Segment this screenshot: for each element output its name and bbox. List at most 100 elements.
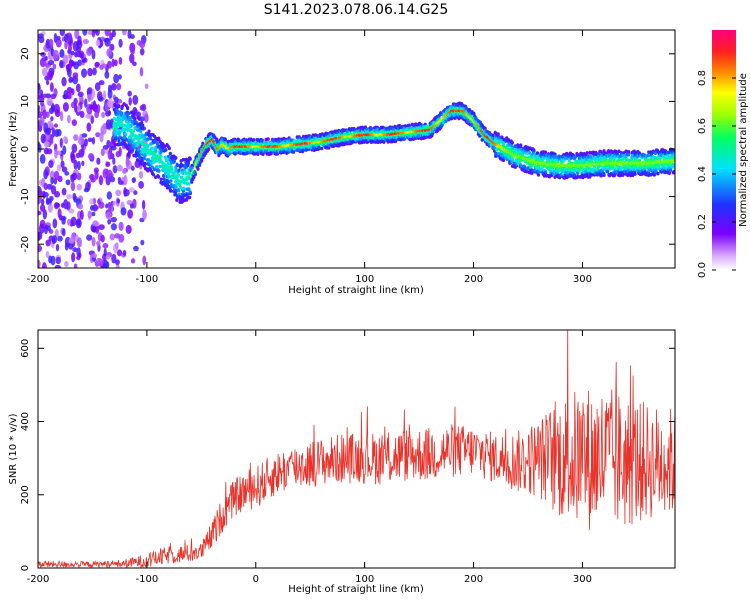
spectrum-cell [415,123,419,127]
noise-cell [38,33,44,39]
noise-cell [91,236,96,247]
spectrum-cell [602,171,606,176]
spectrum-cell [517,160,521,164]
noise-cell [54,109,61,118]
colorbar: 0.00.20.40.60.8 Normalized spectral ampl… [697,30,749,278]
spectrum-cell [617,149,621,154]
noise-cell [68,77,73,84]
spectrum-cell [342,128,346,132]
noise-cell [102,168,109,179]
noise-cell [139,66,144,77]
noise-cell [105,211,112,220]
y-tick-label: 0 [20,146,31,152]
spectrum-cell [606,169,610,174]
noise-cell [92,205,99,211]
noise-cell [83,187,90,193]
noise-cell [62,145,67,155]
spectrum-cell [407,123,411,128]
noise-cell [54,148,58,159]
spectrum-cell [320,146,324,151]
spectrum-cell [613,166,617,171]
spectrum-cell [163,144,167,149]
noise-cell [111,58,115,68]
noise-cell [122,249,127,256]
spectrum-cell [175,163,180,168]
noise-cell [91,49,96,60]
noise-cell [46,70,53,81]
noise-cell [123,174,128,186]
noise-cell [39,153,46,164]
spectrum-cell [151,172,156,177]
spectrum-cell [496,133,500,137]
noise-cell [59,111,64,122]
noise-cell [131,177,136,184]
noise-cell [76,237,82,248]
spectrum-cell [543,150,548,155]
noise-cell [73,61,79,70]
spectrum-cell [167,146,171,151]
noise-cell [59,30,65,37]
noise-cell [83,138,88,147]
noise-cell [142,209,147,220]
noise-cell [45,79,50,86]
spectrum-cell [602,149,606,153]
noise-cell [142,255,147,266]
spectrum-cell [169,165,173,169]
spectrum-cell [125,145,129,149]
noise-cell [79,210,84,220]
noise-cell [61,217,66,225]
spectrum-cell [496,151,501,156]
noise-cell [120,207,127,216]
noise-cell [64,261,69,268]
spectrum-cell [161,174,166,178]
noise-cell [52,49,59,60]
noise-cell [104,70,110,79]
spectrum-cell [185,193,189,197]
colorbar-tick-label: 0.6 [697,118,708,134]
y-tick-label: 200 [20,485,31,504]
noise-cell [59,60,64,69]
noise-cell [107,109,112,116]
x-tick-label: -100 [136,274,159,285]
spectrum-cell [159,154,163,159]
noise-cell [55,256,61,265]
spectrum-cell [612,173,616,178]
noise-cell [63,199,69,210]
spectrum-cell [175,182,179,186]
noise-cell [107,60,112,69]
noise-cell [115,150,121,158]
spectrum-cell [115,108,119,113]
noise-cell [104,30,111,37]
noise-cell [80,147,85,156]
noise-cell [78,252,82,259]
spectrum-cell [624,169,628,174]
snr-xlabel: Height of straight line (km) [288,584,424,595]
spectrum-cell [177,188,181,193]
noise-cell [94,61,100,69]
colorbar-tick-label: 0.2 [697,214,708,230]
x-tick-label: -200 [27,274,50,285]
y-tick-label: -20 [20,236,31,252]
spectrum-cell [525,151,529,156]
noise-cell [65,179,71,186]
spectrum-cell [500,135,504,139]
noise-cell [112,157,116,165]
spectrum-cell [539,167,543,172]
spectrum-cell [177,168,181,173]
spectrum-cell [593,165,597,169]
noise-cell [98,80,105,86]
noise-cell [76,219,81,227]
spectrum-cell [656,171,660,176]
spectrum-cell [382,140,386,144]
noise-cell [64,40,68,50]
noise-cell [73,196,79,203]
spectrum-cell [544,174,548,178]
noise-cell [105,254,111,260]
spectrum-cell [637,151,642,155]
noise-cell [96,240,101,247]
spectrum-cell [172,171,176,175]
noise-cell [97,198,101,205]
spectrum-cell [501,141,505,146]
spectrum-cell [142,156,146,161]
